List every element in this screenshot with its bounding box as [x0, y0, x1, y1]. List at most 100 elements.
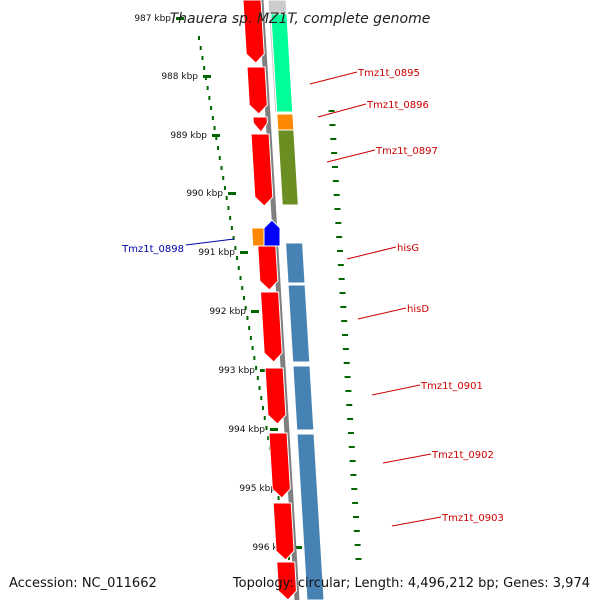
track-dot [347, 432, 354, 434]
track-dot [338, 278, 345, 280]
track-dot [342, 348, 349, 350]
scale-dot [227, 206, 230, 210]
scale-dot [242, 296, 245, 300]
scale-dot [234, 246, 237, 250]
track-dot [339, 292, 346, 294]
scale-tick-label: 987 kbp [134, 14, 171, 24]
gene-arrow [250, 133, 274, 207]
scale-tick-label: 990 kbp [186, 189, 223, 199]
track-dot [341, 320, 348, 322]
scale-major-tick [212, 134, 220, 137]
tick-layer: 987 kbp 988 kbp 989 kbp 990 kbp 991 kbp 992 k… [134, 14, 362, 570]
scale-major-tick [176, 17, 184, 20]
scale-dot [251, 346, 254, 350]
scale-dot [220, 166, 223, 170]
scale-dot [218, 156, 221, 160]
scale-dot [222, 176, 225, 180]
scale-dot [246, 316, 249, 320]
scale-dot [277, 496, 280, 500]
scale-dot [223, 186, 226, 190]
scale-dot [201, 56, 204, 60]
scale-tick-label: 992 kbp [209, 307, 246, 317]
scale-dot [236, 256, 239, 260]
gene-arrow [252, 116, 268, 133]
accession-text: Accession: NC_011662 [9, 576, 157, 591]
label-leader-line [309, 71, 358, 85]
track-dot [329, 124, 336, 126]
gene-label-reverse: Tmz1t_0898 [121, 244, 184, 255]
scale-dot [256, 376, 259, 380]
gene-arrow-reverse [263, 219, 281, 247]
cds-feature-layer [251, 0, 325, 601]
cds-segment [270, 13, 294, 113]
track-dot [345, 390, 352, 392]
scale-dot [217, 146, 220, 150]
scale-dot [267, 436, 270, 440]
scale-tick-label: 995 kbp [239, 484, 276, 494]
scale-tick-label: 989 kbp [170, 131, 207, 141]
track-dot [355, 558, 362, 560]
gene-label: Tmz1t_0903 [441, 513, 504, 524]
track-dot [342, 334, 349, 336]
track-dot [335, 222, 342, 224]
scale-dot [213, 126, 216, 130]
scale-dot [210, 106, 213, 110]
scale-dot [230, 226, 233, 230]
track-dot [349, 460, 356, 462]
label-leader-line [371, 384, 421, 396]
scale-tick-label: 988 kbp [161, 72, 198, 82]
track-dot [351, 488, 358, 490]
gene-label-layer: Tmz1t_0895 Tmz1t_0896 Tmz1t_0897 hisG hisD Tm… [121, 68, 504, 527]
scale-dot [249, 336, 252, 340]
track-dot [333, 194, 340, 196]
cds-segment [277, 129, 299, 206]
gene-arrow [264, 367, 287, 425]
track-dot [352, 502, 359, 504]
scale-dot [232, 236, 235, 240]
scale-dot [258, 386, 261, 390]
scale-major-tick [251, 310, 259, 313]
label-leader-line-reverse [185, 238, 235, 246]
scale-major-tick [270, 428, 278, 431]
gene-label: hisD [407, 304, 429, 315]
gene-label: Tmz1t_0901 [420, 381, 483, 392]
scale-dot [241, 286, 244, 290]
track-dot [332, 180, 339, 182]
scale-tick-label: 994 kbp [228, 425, 265, 435]
scale-major-tick [228, 192, 236, 195]
gene-arrow [268, 432, 291, 499]
scale-dot [255, 366, 258, 370]
scale-dot [239, 276, 242, 280]
track-dot [353, 530, 360, 532]
cds-segment [285, 242, 306, 284]
track-dot [350, 474, 357, 476]
gene-label: Tmz1t_0895 [357, 68, 420, 79]
scale-dot [263, 416, 266, 420]
track-dot [344, 376, 351, 378]
gene-arrow [246, 66, 268, 115]
cds-segment [276, 113, 295, 131]
scale-dot [211, 116, 214, 120]
cds-segment [287, 284, 311, 363]
gene-label: Tmz1t_0897 [375, 146, 438, 157]
scale-dot [262, 406, 265, 410]
scale-major-tick [203, 75, 211, 78]
track-dot [340, 306, 347, 308]
cds-segment [292, 365, 315, 431]
gene-label: Tmz1t_0896 [366, 100, 429, 111]
gene-label: hisG [397, 243, 419, 254]
scale-tick-label: 991 kbp [198, 248, 235, 258]
gene-arrow [242, 0, 265, 64]
scale-dot [260, 396, 263, 400]
scale-dot [244, 306, 247, 310]
map-title: Thauera sp. MZ1T, complete genome [170, 11, 431, 27]
scale-major-tick [240, 251, 248, 254]
gene-layer [242, 0, 297, 601]
scale-dot [225, 196, 228, 200]
scale-dot [287, 556, 290, 560]
scale-dot [203, 66, 206, 70]
scale-dot [208, 96, 211, 100]
scale-tick-label: 996 kbp [252, 543, 289, 553]
